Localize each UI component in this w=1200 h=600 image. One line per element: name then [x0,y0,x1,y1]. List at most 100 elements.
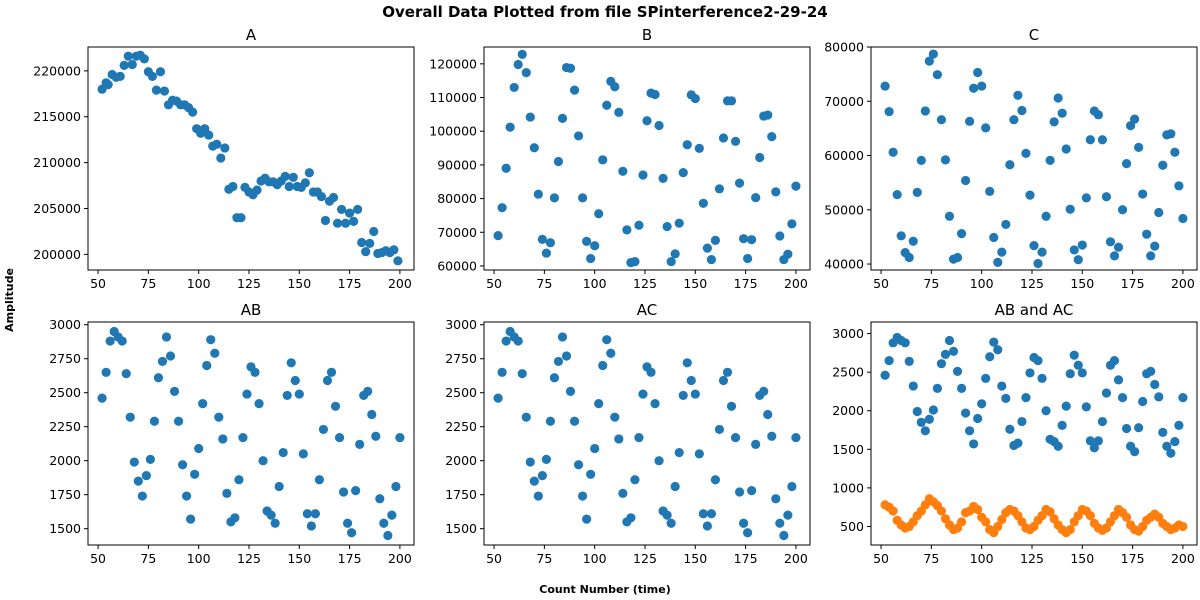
scatter-point-series-0 [234,475,244,485]
scatter-point-series-0 [973,67,983,78]
scatter-point-series-0 [320,215,331,226]
y-tick-label: 2250 [445,419,477,434]
subplot-ab-and-ac: AB and AC 50 75 100 125 150 175 200 500 1000 150… [832,301,1198,566]
scatter-point-series-0 [973,413,983,424]
y-tick-label: 1750 [445,487,477,502]
scatter-point-series-1 [1085,511,1095,521]
scatter-point-series-0 [553,156,564,167]
scatter-point-series-0 [1130,447,1140,457]
scatter-point-series-0 [634,432,644,443]
scatter-point-series-0 [1142,229,1152,239]
scatter-point-series-0 [101,367,111,377]
y-tick-label: 70000 [437,225,477,240]
y-tick-label: 90000 [437,157,477,172]
scatter-point-series-0 [763,110,773,120]
scatter-point-series-0 [173,416,184,426]
scatter-point-series-0 [300,178,310,188]
scatter-point-series-0 [1166,129,1176,139]
subplot-b-yticks: 60000 70000 80000 90000 100000 110000 120000 [429,56,484,273]
y-tick-label: 110000 [429,90,477,105]
y-tick-label: 2750 [49,351,81,366]
scatter-point-series-0 [924,414,934,424]
scatter-point-series-0 [1093,436,1103,446]
scatter-point-series-0 [336,204,347,215]
y-tick-label: 100000 [429,124,477,139]
scatter-point-series-0 [565,386,576,396]
y-tick-label: 2000 [49,453,81,468]
scatter-point-series-0 [751,192,761,203]
x-tick-label: 150 [683,276,707,291]
scatter-point-series-0 [1005,160,1015,170]
scatter-point-series-0 [1021,148,1031,158]
scatter-point-series-0 [332,218,343,228]
scatter-point-series-0 [706,254,717,265]
scatter-point-series-0 [349,216,359,226]
x-tick-label: 125 [1020,276,1044,291]
scatter-point-series-0 [650,89,660,100]
scatter-point-series-0 [662,510,672,520]
x-tick-label: 200 [784,276,808,291]
y-tick-label: 215000 [33,109,81,124]
scatter-point-series-0 [513,336,523,346]
scatter-point-series-0 [932,383,943,393]
scatter-point-series-0 [129,457,139,467]
scatter-point-series-0 [334,432,345,443]
scatter-point-series-0 [493,393,503,403]
scatter-point-series-0 [791,432,801,443]
x-tick-label: 50 [873,276,889,291]
scatter-point-series-0 [365,238,375,248]
scatter-point-series-0 [565,63,576,73]
subplot-c-yticks: 40000 50000 60000 70000 80000 [824,40,871,272]
x-tick-label: 150 [287,276,311,291]
scatter-point-series-0 [294,389,304,399]
scatter-point-series-0 [710,235,721,245]
scatter-point-series-0 [1097,416,1108,427]
scatter-point-series-0 [606,348,616,358]
x-tick-label: 150 [1070,551,1094,566]
scatter-point-series-0 [734,487,745,497]
scatter-point-series-0 [654,456,664,466]
scatter-point-series-0 [1109,355,1120,366]
scatter-point-series-0 [270,518,280,528]
scatter-point-series-0 [328,192,339,203]
subplot-ab: AB 50 75 100 125 150 175 200 1500 1750 2000 2250 2… [49,301,415,566]
scatter-point-series-0 [1037,373,1047,383]
scatter-point-series-0 [965,426,975,436]
scatter-point-series-0 [767,431,777,441]
scatter-point-series-0 [119,60,129,70]
scatter-point-series-0 [787,219,797,229]
scatter-point-series-0 [969,439,979,449]
scatter-point-series-0 [1001,219,1011,230]
scatter-point-series-0 [533,491,543,501]
x-tick-label: 100 [583,276,607,291]
scatter-point-series-0 [981,123,991,133]
subplot-ac-xticks: 50 75 100 125 150 175 200 [486,545,808,566]
scatter-point-series-0 [1170,437,1180,447]
scatter-point-series-0 [1069,350,1079,360]
scatter-point-series-0 [286,358,296,368]
scatter-point-series-0 [517,369,527,379]
scatter-point-series-0 [666,256,676,267]
scatter-point-series-0 [650,398,660,409]
subplot-ac-yticks: 1500 1750 2000 2250 2500 2750 3000 [445,317,484,536]
scatter-point-series-0 [690,93,700,104]
scatter-point-series-0 [545,238,556,248]
scatter-point-series-0 [1081,193,1091,203]
scatter-point-series-0 [204,130,214,140]
scatter-point-series-0 [630,256,640,267]
subplot-c-points [880,49,1188,269]
scatter-point-series-0 [147,71,157,81]
scatter-point-series-0 [258,456,268,466]
scatter-point-series-0 [698,509,708,519]
scatter-point-series-0 [989,337,999,347]
scatter-point-series-0 [993,345,1003,355]
subplot-ac-area [484,322,810,545]
scatter-point-series-0 [123,51,133,61]
scatter-point-series-0 [375,494,385,504]
scatter-point-series-0 [783,510,793,520]
x-tick-label: 125 [633,551,657,566]
scatter-point-series-0 [322,375,333,386]
y-tick-label: 2250 [49,419,81,434]
scatter-point-series-1 [1178,521,1188,532]
scatter-point-series-0 [198,398,208,409]
